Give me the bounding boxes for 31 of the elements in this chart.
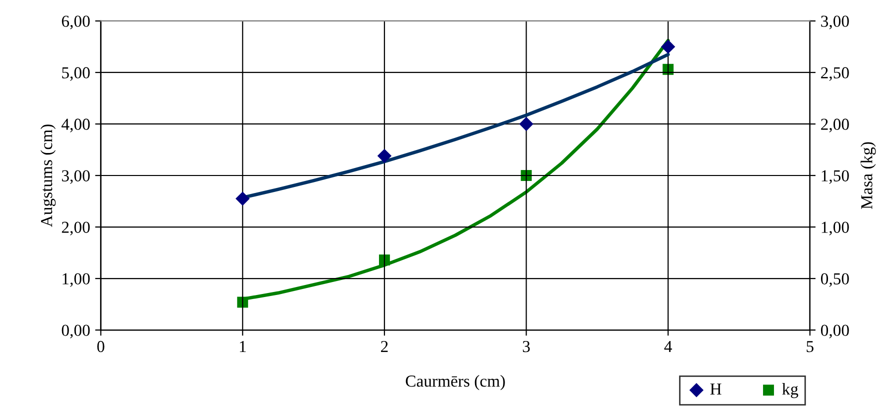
y2-tick-label: 3,00 xyxy=(821,16,849,30)
y2-tick-label: 1,50 xyxy=(822,170,849,184)
legend-label: kg xyxy=(782,382,798,398)
point xyxy=(661,40,676,54)
point xyxy=(378,254,390,266)
y-axis-title: Augstums (cm) xyxy=(40,124,56,227)
x-axis-title: Caurmērs (cm) xyxy=(406,375,505,390)
point xyxy=(519,116,534,132)
x-tick-label: 3 xyxy=(522,340,530,352)
x-tick-label: 4 xyxy=(664,341,672,352)
y-tick-label: 5,00 xyxy=(62,67,90,81)
y2-tick-label: 2,50 xyxy=(821,67,849,81)
y-tick-label: 3,00 xyxy=(62,170,90,184)
y-tick-label: 1,00 xyxy=(62,273,90,287)
y2-tick-label: 0,00 xyxy=(820,324,849,338)
x-tick-label: 0 xyxy=(97,340,104,352)
y2-tick-label: 0,50 xyxy=(820,273,849,287)
point xyxy=(377,148,392,164)
x-tick-label: 2 xyxy=(381,340,388,352)
x-tick-label: 1 xyxy=(240,341,246,352)
y-tick-label: 2,00 xyxy=(62,222,90,236)
y2-axis-title: Masa (kg) xyxy=(860,142,876,210)
x-tick-label: 5 xyxy=(806,341,814,352)
point xyxy=(237,296,248,308)
legend-label: H xyxy=(710,384,722,395)
y-tick-label: 0,00 xyxy=(62,324,90,338)
y-tick-label: 6,00 xyxy=(62,16,90,30)
y-tick-label: 4,00 xyxy=(62,118,90,132)
y2-tick-label: 1,00 xyxy=(822,222,849,236)
point xyxy=(236,192,250,206)
y2-tick-label: 2,00 xyxy=(821,118,849,132)
